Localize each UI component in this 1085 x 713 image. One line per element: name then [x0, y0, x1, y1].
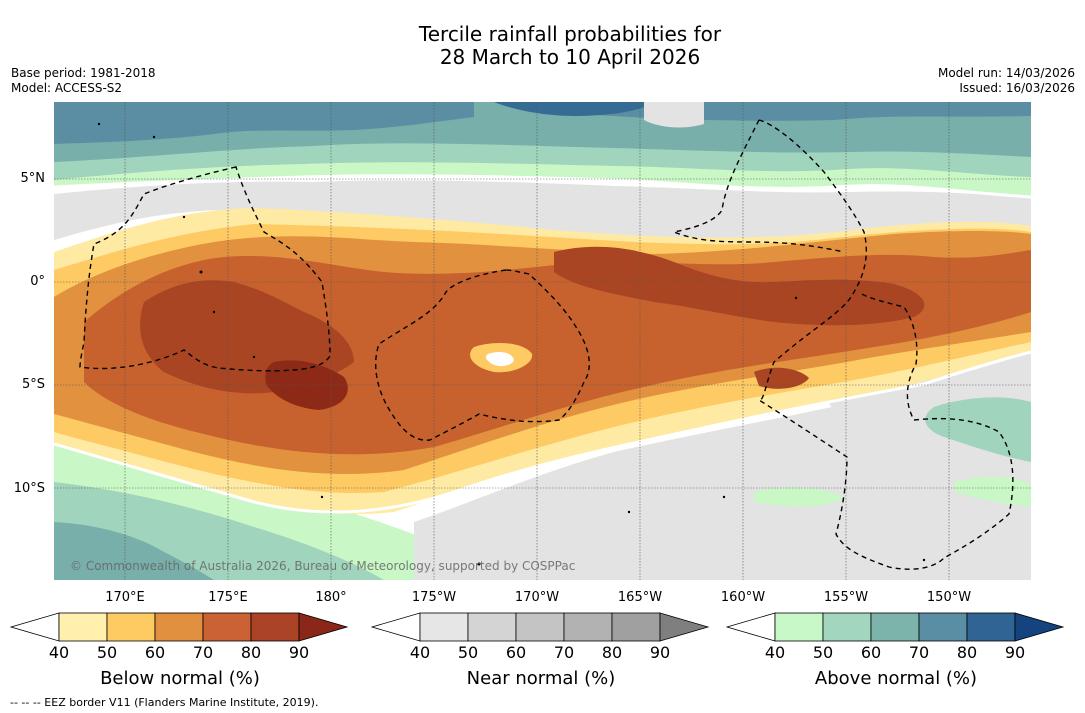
colorbar-tick-label: 80: [956, 643, 978, 662]
island: [794, 296, 798, 300]
below-normal-region-80-se: [754, 367, 809, 389]
colorbar-below-arrow-left: [10, 612, 60, 642]
eez-border-line: [758, 119, 1014, 570]
above-normal-region-north-80: [494, 102, 654, 116]
map-title-line2: 28 March to 10 April 2026: [439, 45, 701, 69]
lon-label-170w: 170°W: [514, 590, 560, 605]
lon-label-150w: 150°W: [926, 590, 972, 605]
island: [477, 562, 481, 566]
island: [627, 510, 631, 514]
near-normal-patch-ne: [644, 102, 704, 128]
colorbar-segment: [419, 612, 469, 642]
lat-label-5n: 5°N: [20, 171, 46, 186]
colorbar-segment: [106, 612, 156, 642]
island: [722, 495, 726, 499]
eez-borders: [79, 119, 1014, 570]
model-name: Model: ACCESS-S2: [11, 81, 123, 95]
colorbar-segment: [563, 612, 613, 642]
colorbar-segment: [822, 612, 872, 642]
above-normal-region-north-70: [54, 102, 474, 144]
colorbar-label-near: Near normal (%): [466, 668, 616, 689]
lat-label-10s: 10°S: [13, 481, 45, 496]
colorbar-tick-label: 60: [505, 643, 527, 662]
colorbar-tick-label: 60: [860, 643, 882, 662]
colorbar-near-normal: [371, 612, 710, 642]
colorbar-tick-label: 90: [288, 643, 310, 662]
near-normal-region-north: [54, 180, 1031, 267]
island: [152, 135, 156, 139]
colorbar-tick-label: 70: [192, 643, 214, 662]
colorbar-tick-label: 50: [96, 643, 118, 662]
colorbar-segment: [467, 612, 517, 642]
island: [97, 122, 101, 126]
colorbar-tick-label: 90: [1004, 643, 1026, 662]
map-gridlines: [54, 102, 1031, 580]
rainfall-map: © Commonwealth of Australia 2026, Bureau…: [54, 102, 1031, 580]
colorbar-tick-label: 40: [48, 643, 70, 662]
colorbar-segment: [250, 612, 300, 642]
colorbar-tick-label: 50: [812, 643, 834, 662]
colorbar-tick-label: 50: [457, 643, 479, 662]
islands: [97, 122, 926, 566]
model-run-date: Model run: 14/03/2026: [937, 66, 1075, 80]
colorbar-label-above: Above normal (%): [814, 668, 978, 689]
colorbar-above-arrow-right: [1014, 612, 1065, 642]
colorbar-segment: [58, 612, 108, 642]
colorbar-tick-label: 80: [601, 643, 623, 662]
eez-border-kiribati-gilbert: [79, 166, 331, 372]
colorbar-tick-label: 70: [553, 643, 575, 662]
lon-label-165w: 165°W: [617, 590, 663, 605]
lon-label-175e: 175°E: [208, 590, 248, 605]
lon-label-180: 180°: [315, 590, 347, 605]
colorbar-near-arrow-left: [371, 612, 421, 642]
lon-label-170e: 170°E: [105, 590, 145, 605]
colorbar-tick-label: 70: [908, 643, 930, 662]
colorbar-below-normal: [10, 612, 349, 642]
colorbar-tick-label: 80: [240, 643, 262, 662]
colorbar-tick-label: 40: [409, 643, 431, 662]
colorbar-tick-label: 40: [764, 643, 786, 662]
eez-border-line-north: [671, 119, 845, 253]
category-boundary-north: [54, 174, 1031, 199]
below-normal-hole-inner: [485, 352, 514, 367]
map-title-line1: Tercile rainfall probabilities for: [418, 22, 722, 46]
island: [252, 355, 256, 359]
colorbar-segment: [870, 612, 920, 642]
base-period: Base period: 1981-2018: [11, 66, 156, 80]
above-normal-region-south-60: [54, 522, 214, 580]
colorbar-above-arrow-left: [726, 612, 776, 642]
colorbar-segment: [611, 612, 661, 642]
below-normal-region-80-east: [554, 246, 925, 326]
colorbar-near-arrow-right: [659, 612, 710, 642]
colorbar-segment: [966, 612, 1016, 642]
colorbar-segment: [515, 612, 565, 642]
colorbar-tick-label: 60: [144, 643, 166, 662]
colorbar-above-normal: [726, 612, 1065, 642]
above-normal-patch-se: [754, 487, 844, 507]
colorbar-segment: [154, 612, 204, 642]
colorbar-label-below: Below normal (%): [100, 668, 260, 689]
lon-label-155w: 155°W: [823, 590, 869, 605]
island: [320, 495, 324, 499]
category-boundary-south: [54, 350, 1031, 514]
island: [182, 215, 186, 219]
lon-label-160w: 160°W: [720, 590, 766, 605]
colorbar-tick-label: 90: [649, 643, 671, 662]
eez-legend-note: -- -- -- EEZ border V11 (Flanders Marine…: [10, 696, 319, 709]
colorbar-segment: [774, 612, 824, 642]
lat-label-5s: 5°S: [21, 377, 45, 392]
colorbar-segment: [202, 612, 252, 642]
lat-label-0: 0°: [30, 274, 45, 289]
above-normal-patch-east: [925, 397, 1031, 462]
island: [922, 558, 926, 562]
island: [212, 310, 216, 314]
island: [199, 270, 203, 274]
eez-border-phoenix: [375, 269, 590, 441]
map-copyright: © Commonwealth of Australia 2026, Bureau…: [70, 559, 575, 573]
colorbar-below-arrow-right: [298, 612, 349, 642]
colorbar-segment: [918, 612, 968, 642]
issued-date: Issued: 16/03/2026: [959, 81, 1075, 95]
lon-label-175w: 175°W: [411, 590, 457, 605]
